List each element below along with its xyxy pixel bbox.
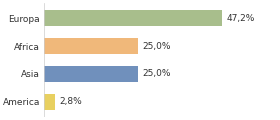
Bar (44, 94, 55, 110)
Text: 25,0%: 25,0% (143, 42, 171, 51)
Text: 25,0%: 25,0% (143, 69, 171, 78)
Bar (44, 38, 138, 54)
Bar (44, 10, 222, 26)
Bar (44, 66, 138, 82)
Text: 2,8%: 2,8% (59, 97, 82, 106)
Text: 47,2%: 47,2% (226, 14, 255, 23)
